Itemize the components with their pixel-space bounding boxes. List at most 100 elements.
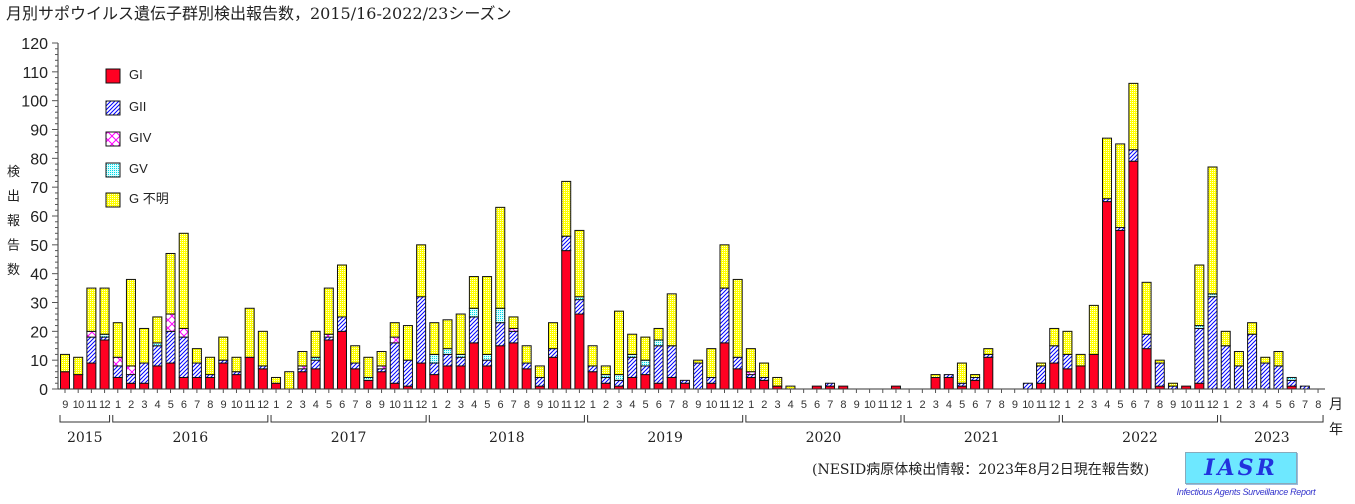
bar-stack <box>640 336 651 390</box>
bar-segment-gii <box>600 376 611 384</box>
bar-segment-g-unknown <box>125 278 136 367</box>
bar-segment-giv <box>165 313 176 332</box>
bar-stack <box>1075 353 1086 390</box>
legend-swatch <box>105 131 121 147</box>
bar-stack <box>679 379 690 390</box>
bar-segment-gv <box>613 374 624 381</box>
bar-stack <box>1036 362 1047 390</box>
x-tick-label: 12 <box>890 399 902 411</box>
bar-segment-gi <box>1049 362 1060 390</box>
bar-segment-gii <box>1220 345 1231 390</box>
x-tick-label: 5 <box>1117 399 1123 411</box>
x-tick-label: 8 <box>1315 399 1321 411</box>
x-tick-label: 10 <box>864 399 876 411</box>
bar-segment-gii <box>1128 149 1139 162</box>
bar-segment-gi <box>336 330 347 390</box>
bar-segment-gii <box>468 316 479 344</box>
bar-segment-g-unknown <box>666 293 677 347</box>
bar-stack <box>1062 330 1073 390</box>
bar-segment-gi <box>376 371 387 390</box>
year-label: 2021 <box>964 430 1000 446</box>
bar-segment-g-unknown <box>719 244 730 289</box>
y-tick-label: 40 <box>30 267 48 284</box>
x-tick-label: 4 <box>471 399 477 411</box>
bar-segment-giv <box>86 330 97 338</box>
x-tick-label: 4 <box>629 399 635 411</box>
x-tick-label: 2 <box>286 399 292 411</box>
x-tick-label: 11 <box>1036 399 1047 411</box>
bar-segment-g-unknown <box>178 232 189 329</box>
x-tick-label: 11 <box>1194 399 1205 411</box>
bar-stack <box>363 356 374 390</box>
bar-stack <box>73 356 84 390</box>
bar-segment-gii <box>495 322 506 347</box>
x-tick-label: 1 <box>115 399 121 411</box>
bar-segment-gi <box>482 365 493 390</box>
bar-stack <box>970 374 981 390</box>
bar-stack <box>60 353 70 390</box>
bar-segment-g-unknown <box>99 287 110 335</box>
x-tick-label: 2 <box>1078 399 1084 411</box>
bar-stack <box>719 244 730 390</box>
x-tick-label: 3 <box>933 399 939 411</box>
bar-segment-g-unknown <box>389 322 400 338</box>
x-axis-year-label: 年 <box>1329 422 1343 438</box>
x-tick-label: 12 <box>99 399 111 411</box>
bar-segment-gi <box>759 379 770 390</box>
bar-stack <box>350 345 361 390</box>
bar-segment-gi <box>1088 353 1099 390</box>
legend-swatch <box>105 68 121 84</box>
bar-segment-g-unknown <box>1102 137 1113 200</box>
bar-stack <box>244 307 255 390</box>
bar-stack <box>86 287 97 390</box>
bar-segment-g-unknown <box>191 348 202 364</box>
bar-stack <box>231 356 242 390</box>
bar-segment-g-unknown <box>574 229 585 298</box>
bar-segment-gi <box>455 365 466 390</box>
bar-segment-g-unknown <box>376 351 387 367</box>
x-tick-label: 9 <box>695 399 701 411</box>
year-bracket <box>745 415 902 423</box>
bar-segment-g-unknown <box>323 287 334 335</box>
bar-stack <box>429 322 440 390</box>
x-tick-label: 11 <box>403 399 414 411</box>
bar-stack <box>205 356 216 390</box>
bar-segment-g-unknown <box>508 316 519 329</box>
bar-segment-g-unknown <box>363 356 374 378</box>
x-tick-label: 3 <box>1091 399 1097 411</box>
bar-segment-gi <box>508 342 519 390</box>
y-axis-title-text: 検出報告数 <box>7 165 20 278</box>
bar-segment-g-unknown <box>73 356 84 376</box>
bar-segment-g-unknown <box>1141 281 1152 335</box>
bar-segment-g-unknown <box>139 327 150 364</box>
bar-stack <box>574 229 585 390</box>
bar-stack <box>376 351 387 390</box>
bar-segment-g-unknown <box>218 336 229 361</box>
x-tick-label: 5 <box>484 399 490 411</box>
bar-segment-gi <box>521 368 532 390</box>
bar-stack <box>930 374 941 390</box>
bar-segment-gii <box>1286 379 1297 387</box>
bar-segment-g-unknown <box>956 362 967 384</box>
x-tick-label: 10 <box>1022 399 1034 411</box>
y-tick-label: 70 <box>30 180 48 197</box>
y-tick-label: 120 <box>21 36 48 53</box>
bar-segment-gv <box>653 339 664 347</box>
bar-segment-gii <box>86 336 97 364</box>
bar-segment-gi <box>653 382 664 390</box>
bar-segment-gi <box>970 379 981 390</box>
bar-stack <box>943 374 954 390</box>
iasr-logo: IASR <box>1185 452 1297 484</box>
bar-segment-gi <box>139 382 150 390</box>
bar-segment-g-unknown <box>1115 143 1126 229</box>
bar-segment-gi <box>561 250 572 390</box>
bar-segment-gi <box>1128 160 1139 390</box>
bar-stack <box>112 322 123 390</box>
year-bracket <box>903 415 1060 423</box>
y-tick-label: 90 <box>30 123 48 140</box>
legend-item: GV <box>105 161 148 178</box>
bar-segment-gii <box>693 362 704 390</box>
bar-segment-g-unknown <box>627 333 638 355</box>
bar-segment-g-unknown <box>271 376 282 384</box>
bar-segment-g-unknown <box>297 351 308 367</box>
